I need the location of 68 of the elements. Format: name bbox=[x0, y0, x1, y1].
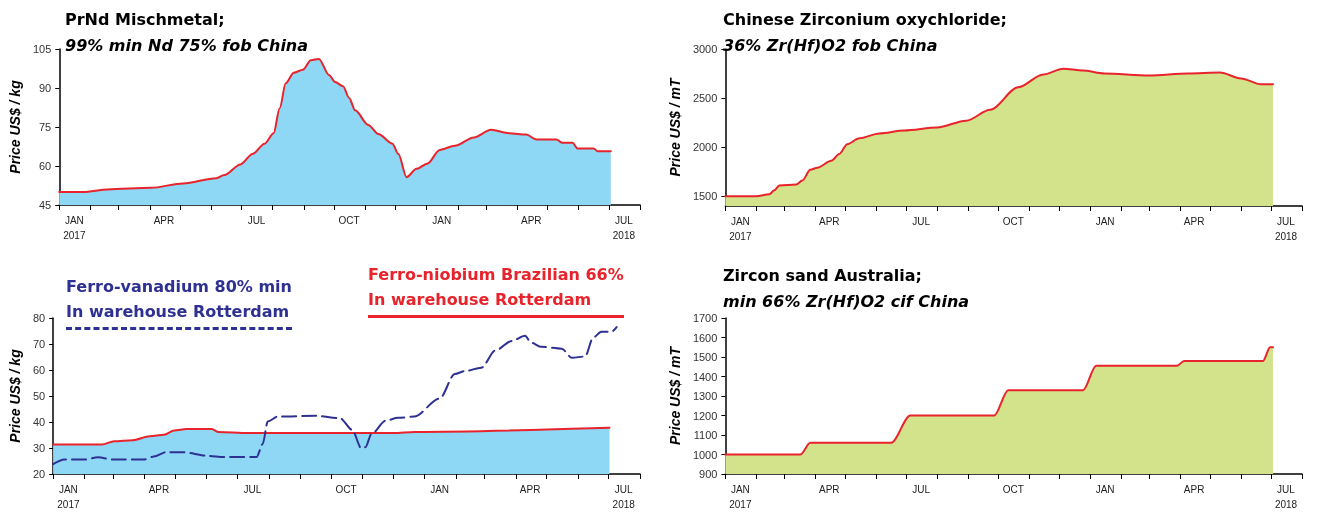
line-series bbox=[724, 346, 1275, 456]
x-tick-label: JUL bbox=[247, 215, 266, 226]
y-tick-label: 80 bbox=[32, 312, 46, 324]
y-axis-title: Price US$ / kg bbox=[7, 79, 23, 174]
x-tick-label: APR bbox=[1183, 484, 1205, 495]
y-tick-label: 1400 bbox=[692, 370, 718, 383]
y-tick-label: 30 bbox=[32, 442, 46, 454]
x-tick-label: JAN bbox=[1095, 216, 1115, 227]
x-tick-label: OCT bbox=[1002, 216, 1024, 227]
x-tick-label: JAN 2017 bbox=[63, 215, 86, 241]
x-tick-label: APR bbox=[1183, 216, 1205, 227]
x-tick-label: JUL 2018 bbox=[612, 215, 636, 241]
y-tick-label: 2500 bbox=[692, 92, 718, 105]
y-axis-title: Price US$ / kg bbox=[7, 348, 23, 443]
chart-subtitle: 99% min Nd 75% fob China bbox=[65, 35, 309, 55]
x-tick-label: APR bbox=[819, 484, 840, 495]
x-tick-label: JAN bbox=[432, 215, 452, 226]
y-tick-label: 20 bbox=[32, 468, 46, 480]
chart-title: Chinese Zirconium oxychloride; bbox=[723, 9, 1007, 29]
y-axis-title: Price US$ / mT bbox=[667, 77, 683, 177]
y-tick-label: 60 bbox=[32, 364, 46, 376]
y-tick-label: 900 bbox=[699, 468, 718, 480]
x-tick-label: JAN 2017 bbox=[729, 484, 752, 510]
x-tick-label: JUL bbox=[912, 216, 931, 227]
text: Ferro-vanadium 80% min In warehouse Rotterdam bbox=[66, 276, 292, 323]
line-series bbox=[52, 326, 618, 466]
x-tick-label: JAN 2017 bbox=[57, 484, 80, 510]
chart-title: Zircon sand Australia; bbox=[723, 265, 922, 285]
text: Ferro-niobium Brazilian 66% In warehouse Rotterdam bbox=[368, 264, 624, 311]
x-tick-label: APR bbox=[153, 215, 175, 226]
y-tick-label: 75 bbox=[39, 121, 52, 133]
y-tick-label: 1500 bbox=[692, 351, 718, 363]
y-tick-label: 1100 bbox=[693, 429, 718, 441]
y-tick-label: 45 bbox=[39, 199, 52, 211]
y-tick-label: 60 bbox=[39, 160, 52, 172]
y-tick-label: 3000 bbox=[692, 43, 718, 55]
x-tick-label: JAN bbox=[430, 484, 450, 495]
x-tick-label: JUL 2018 bbox=[1274, 484, 1298, 510]
x-tick-label: JAN bbox=[1095, 484, 1115, 495]
y-axis-title: Price US$ / mT bbox=[667, 345, 683, 446]
x-tick-label: APR bbox=[819, 216, 840, 227]
x-tick-label: JUL bbox=[243, 484, 262, 495]
chart-subtitle: min 66% Zr(Hf)O2 cif China bbox=[723, 291, 970, 311]
y-tick-label: 1700 bbox=[692, 312, 718, 324]
x-tick-label: OCT bbox=[335, 484, 357, 495]
x-tick-label: JUL 2018 bbox=[612, 484, 636, 510]
y-tick-label: 50 bbox=[32, 390, 46, 402]
chart-title: PrNd Mischmetal; bbox=[65, 9, 225, 29]
x-tick-label: OCT bbox=[338, 215, 360, 226]
x-tick-label: JAN 2017 bbox=[729, 216, 752, 242]
chart-subtitle: 36% Zr(Hf)O2 fob China bbox=[723, 35, 938, 55]
y-tick-label: 1000 bbox=[692, 448, 718, 461]
y-tick-label: 2000 bbox=[692, 141, 718, 154]
y-tick-label: 1500 bbox=[692, 190, 718, 203]
x-tick-label: JUL 2018 bbox=[1274, 216, 1298, 242]
y-tick-label: 1200 bbox=[692, 409, 718, 422]
x-tick-label: OCT bbox=[1002, 484, 1024, 495]
x-tick-label: APR bbox=[519, 484, 541, 495]
x-tick-label: JUL bbox=[912, 484, 931, 495]
x-tick-label: APR bbox=[521, 215, 542, 226]
y-tick-label: 105 bbox=[32, 43, 52, 55]
y-tick-label: 40 bbox=[32, 416, 46, 428]
y-tick-label: 70 bbox=[32, 338, 46, 350]
x-tick-label: APR bbox=[148, 484, 170, 495]
line-series bbox=[52, 426, 611, 446]
y-tick-label: 1300 bbox=[692, 390, 718, 402]
y-tick-label: 90 bbox=[39, 82, 52, 94]
y-tick-label: 1600 bbox=[692, 331, 718, 344]
